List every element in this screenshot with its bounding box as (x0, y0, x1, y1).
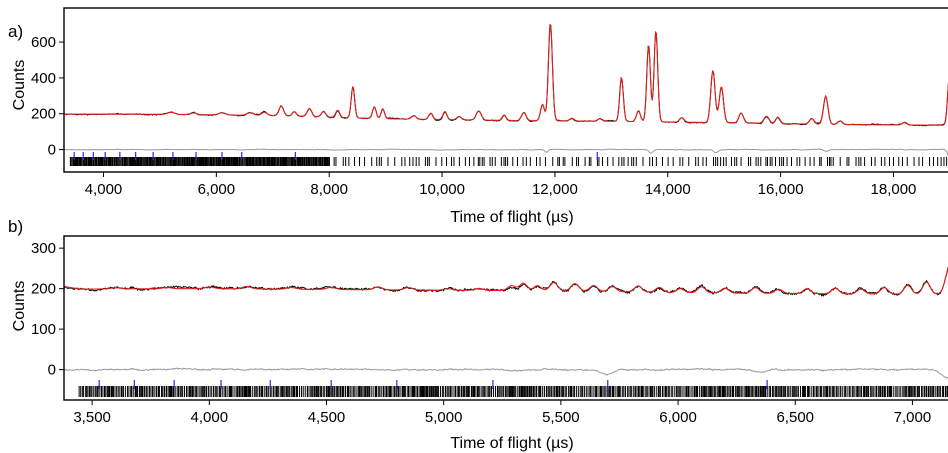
panel-b-plot-frame (63, 235, 948, 401)
panel-a-label: a) (8, 22, 23, 41)
x-tick-label: 6,500 (776, 409, 814, 426)
difference-curve (63, 148, 948, 157)
x-tick-label: 6,000 (659, 409, 697, 426)
panel-a-plot-frame (63, 7, 948, 173)
panel-a-reflection-markers (69, 152, 948, 166)
panel-a-y-axis-title: Counts (11, 60, 28, 111)
x-tick-label: 10,000 (419, 181, 465, 198)
observed-curve (63, 266, 948, 297)
panel-a-x-axis-title: Time of flight (µs) (450, 209, 573, 226)
panel-b-x-axis-title: Time of flight (µs) (450, 435, 573, 452)
x-tick-label: 12,000 (532, 181, 578, 198)
calculated-curve (63, 267, 948, 295)
x-tick-label: 5,500 (542, 409, 580, 426)
y-tick-label: 200 (31, 106, 56, 123)
x-tick-label: 3,500 (73, 409, 111, 426)
x-tick-label: 14,000 (645, 181, 691, 198)
panel-b-curves (63, 266, 948, 379)
panel-b-y-axis-title: Counts (11, 281, 28, 332)
x-tick-label: 8,000 (310, 181, 348, 198)
panel-a-ticks: 4,000 6,000 8,000 10,000 12,000 14,000 16,000 1… (31, 34, 916, 198)
panel-a: a) Counts Time of flight (µs) 4,000 6,000… (8, 7, 948, 226)
panel-b-ticks: 3,500 4,000 4,500 5,000 5,500 6,000 6,500 7,000… (31, 240, 931, 426)
observed-curve (63, 23, 948, 127)
x-tick-label: 6,000 (198, 181, 236, 198)
x-tick-label: 16,000 (758, 181, 804, 198)
y-tick-label: 0 (48, 142, 56, 159)
y-tick-label: 100 (31, 321, 56, 338)
panel-b: b) Counts Time of flight (µs) 3,500 4,000… (8, 217, 948, 452)
y-tick-label: 200 (31, 281, 56, 298)
panel-b-label: b) (8, 217, 23, 236)
x-tick-label: 18,000 (871, 181, 917, 198)
y-tick-label: 300 (31, 240, 56, 257)
y-tick-label: 0 (48, 362, 56, 379)
x-tick-label: 4,500 (308, 409, 346, 426)
panel-b-reflection-markers (78, 380, 948, 397)
calculated-curve (64, 24, 948, 126)
difference-curve (63, 367, 948, 379)
x-tick-label: 5,000 (425, 409, 463, 426)
y-tick-label: 400 (31, 70, 56, 87)
x-tick-label: 4,000 (85, 181, 123, 198)
x-tick-label: 7,000 (894, 409, 932, 426)
y-tick-label: 600 (31, 34, 56, 51)
panel-a-curves (63, 23, 948, 157)
x-tick-label: 4,000 (191, 409, 229, 426)
